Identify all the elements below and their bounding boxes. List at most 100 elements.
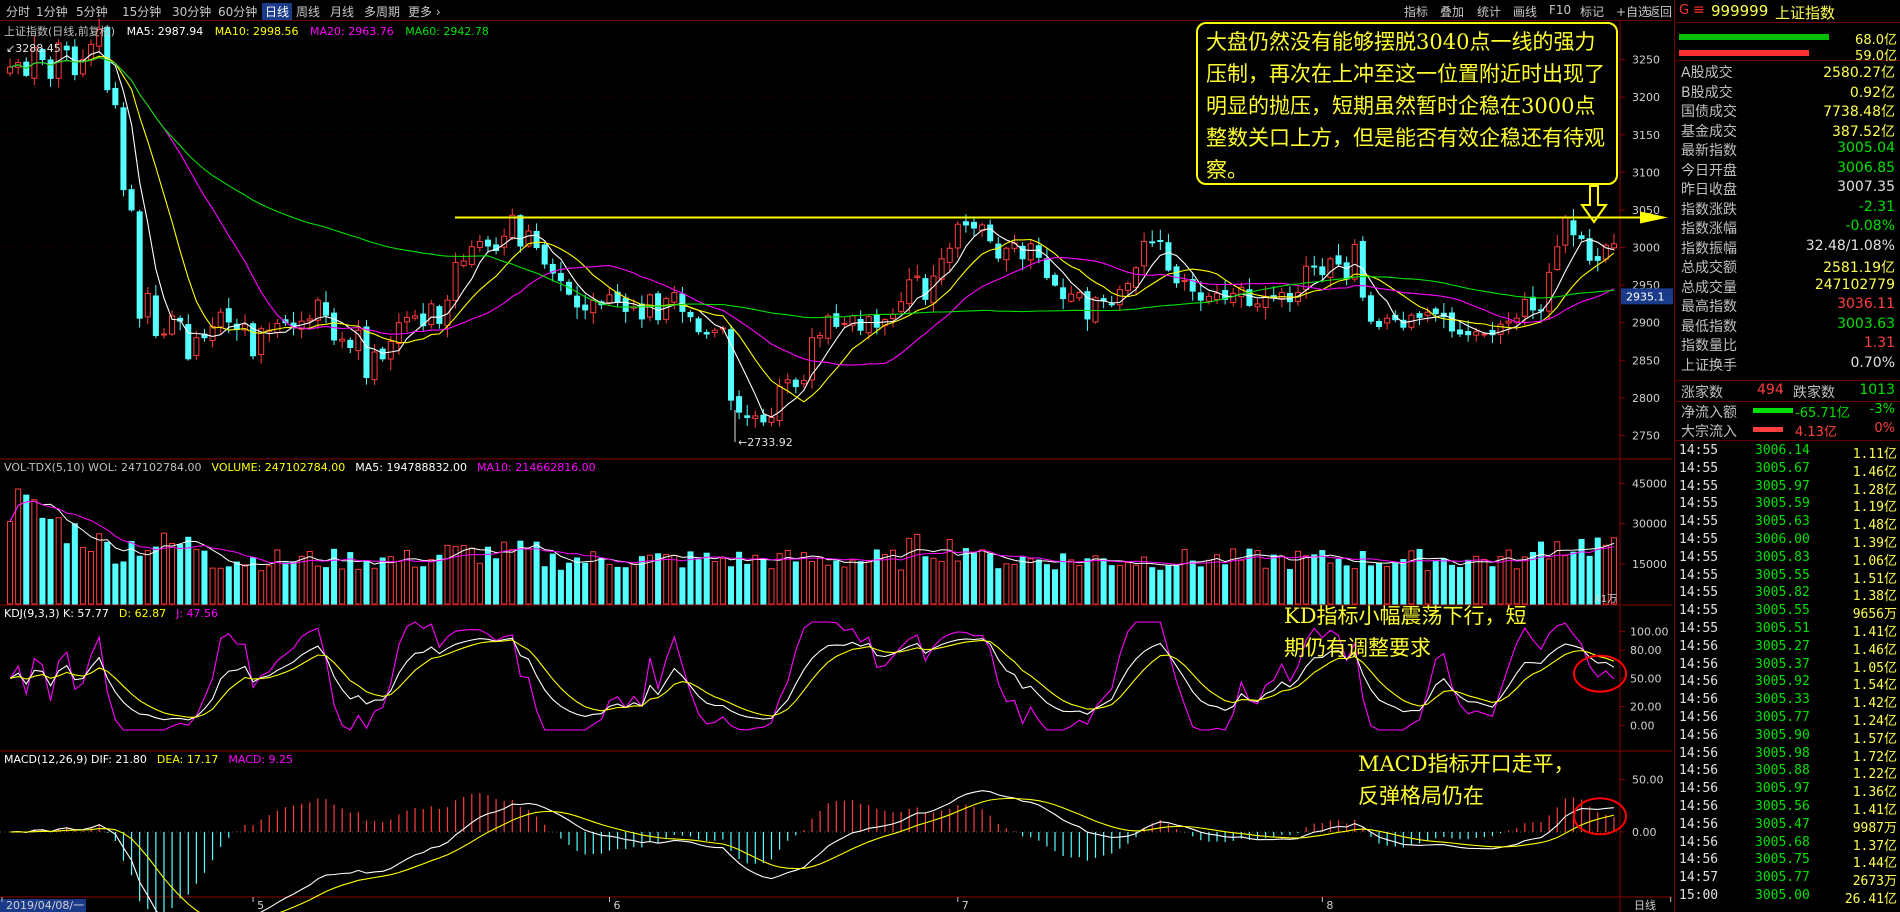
menu-icon[interactable]: ≡ — [1693, 2, 1705, 18]
volume-bar — [898, 569, 905, 605]
stat-value: 0.70% — [1850, 354, 1895, 371]
volume-bar — [946, 539, 953, 605]
tab-1[interactable]: 1分钟 — [36, 5, 68, 19]
tick-time: 14:56 — [1679, 781, 1719, 797]
tick-list[interactable]: 14:55 3006.14 1.11亿 14:55 3005.67 1.46亿 14:55 3… — [1675, 443, 1900, 912]
candle-body — [217, 311, 224, 328]
tab-4[interactable]: 30分钟 — [172, 5, 212, 19]
kdj-k-line — [9, 637, 1615, 721]
volume-bar — [1554, 541, 1561, 605]
macd_panel-label-1: DEA: 17.17 — [156, 753, 219, 766]
tick-time: 14:55 — [1679, 549, 1719, 565]
volume-bar — [444, 544, 451, 605]
candle-body — [752, 415, 759, 419]
tick-volume: 1.44亿 — [1852, 856, 1897, 872]
tick-time: 14:56 — [1679, 692, 1719, 708]
candle-body — [241, 323, 248, 331]
tick-volume: 1.46亿 — [1852, 642, 1897, 658]
tick-volume: 9987万 — [1852, 820, 1897, 836]
candle-body — [274, 322, 281, 334]
tick-volume: 1.41亿 — [1852, 625, 1897, 640]
tab-0[interactable]: 分时 — [6, 5, 31, 19]
toolbar-返回[interactable]: 返回 — [1648, 5, 1673, 19]
main-panel-title: 上证指数(日线,前复权) MA5: 2987.94 MA10: 2998.56 … — [4, 23, 489, 39]
current-price-box — [1621, 288, 1673, 305]
tab-9[interactable]: 多周期 — [364, 5, 401, 19]
vol-unit: X1万 — [1594, 594, 1617, 605]
macd-tick-label: 50.00 — [1632, 774, 1664, 787]
candle-body — [970, 221, 978, 229]
toolbar-标记[interactable]: 标记 — [1580, 5, 1605, 19]
candle-body — [1521, 298, 1528, 317]
price-tick-label: 3100 — [1632, 166, 1660, 179]
flow-value: -65.71亿 — [1795, 406, 1850, 421]
tab-5[interactable]: 60分钟 — [218, 5, 258, 19]
volume-bar — [889, 549, 897, 605]
tick-row: 14:56 3005.47 9987万 — [1679, 817, 1897, 836]
toolbar-统计[interactable]: 统计 — [1477, 5, 1502, 19]
volume-bar — [1311, 554, 1318, 605]
tick-time: 14:55 — [1679, 621, 1719, 636]
chart-canvas[interactable]: ↙3288.45 ←2733.92 3250 3200 3150 3100 3050 3000… — [0, 0, 1674, 912]
tab-2[interactable]: 5分钟 — [76, 5, 108, 19]
tab-10[interactable]: 更多 › — [408, 5, 441, 19]
volume-bar — [436, 554, 443, 605]
volume-bar — [1084, 558, 1091, 605]
candle-body — [930, 275, 937, 304]
volume-bar — [306, 551, 313, 605]
stock-code: 999999 — [1711, 2, 1769, 20]
high-mark: ↙3288.45 — [6, 42, 61, 55]
stat-label: 基金成交 — [1681, 123, 1737, 140]
tick-volume: 1.46亿 — [1852, 464, 1897, 480]
kdj-panel-title: KDJ(9,3,3) K: 57.77 D: 62.87 J: 47.56 — [4, 607, 228, 620]
tab-3[interactable]: 15分钟 — [122, 5, 162, 19]
candle-body — [7, 66, 14, 74]
candle-body — [1019, 245, 1026, 260]
tab-7[interactable]: 周线 — [296, 5, 321, 19]
tab-6[interactable]: 日线 — [262, 3, 293, 20]
volume-bar — [1133, 564, 1140, 605]
toolbar-画线[interactable]: 画线 — [1513, 5, 1538, 19]
stat-label: 昨日收盘 — [1681, 182, 1737, 198]
macd_panel-label-0: MACD(12,26,9) DIF: 21.80 — [4, 753, 147, 766]
stat-label: A股成交 — [1681, 65, 1733, 81]
stat-value: 3036.11 — [1837, 296, 1895, 312]
toolbar-+自选[interactable]: +自选 — [1616, 5, 1651, 19]
candle-body — [96, 29, 103, 47]
tick-time: 14:55 — [1679, 443, 1719, 458]
ma5-line — [9, 50, 1615, 418]
volume-bar — [1538, 541, 1545, 605]
volume-bar — [1473, 555, 1480, 605]
candle-body — [136, 211, 143, 319]
tab-8[interactable]: 月线 — [330, 5, 355, 19]
volume-bar — [695, 559, 702, 605]
candle-body — [476, 241, 483, 248]
volume-bar — [387, 556, 394, 605]
volume-bar — [606, 563, 613, 605]
toolbar-F10[interactable]: F10 — [1549, 3, 1572, 17]
volume-bar — [493, 558, 500, 605]
date-highlight — [0, 899, 86, 912]
price-tick-label: 3250 — [1632, 54, 1660, 67]
candle-body — [1311, 265, 1318, 268]
tick-row: 14:55 3006.00 1.39亿 — [1679, 532, 1897, 551]
outflow-bar — [1679, 50, 1809, 56]
stat-value: 1.31 — [1863, 335, 1895, 351]
candle-body — [833, 313, 840, 327]
tick-price: 3005.88 — [1755, 763, 1810, 779]
volume-bar — [322, 567, 329, 605]
kdj-tick-label: 50.00 — [1630, 672, 1662, 685]
candle-body — [1003, 247, 1010, 261]
tick-row: 14:55 3005.59 1.19亿 — [1679, 496, 1897, 515]
volume-bar — [282, 562, 289, 605]
toolbar-叠加[interactable]: 叠加 — [1440, 5, 1465, 19]
volume-bar — [55, 517, 62, 605]
stat-label: 今日开盘 — [1681, 162, 1737, 179]
toolbar-指标[interactable]: 指标 — [1404, 5, 1429, 19]
x-tick-label: 6 — [613, 899, 620, 912]
candle-body — [1052, 274, 1059, 286]
stat-row: 最新指数 3005.04 — [1681, 140, 1895, 159]
candle-body — [663, 298, 670, 320]
volume-bar — [420, 566, 427, 605]
price-tick-label: 2800 — [1632, 392, 1660, 405]
